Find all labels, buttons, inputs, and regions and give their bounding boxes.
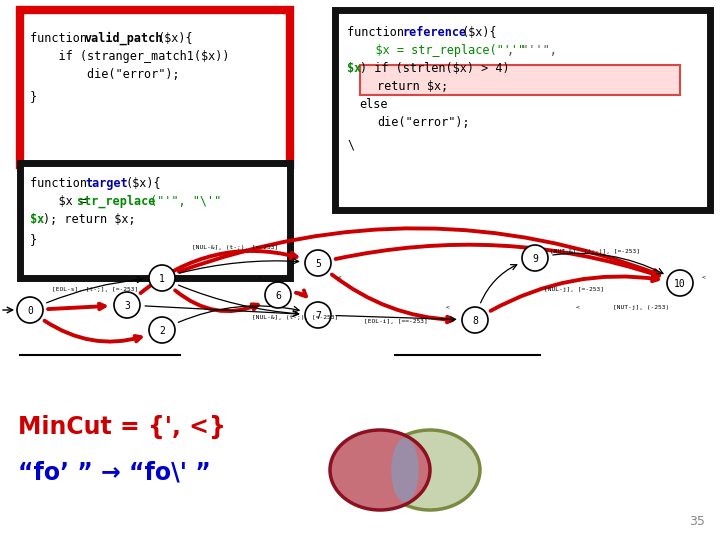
Text: ($x){: ($x){ — [462, 26, 498, 39]
Text: 3: 3 — [124, 301, 130, 311]
Circle shape — [305, 250, 331, 276]
Text: ("'", "\'": ("'", "\'" — [150, 195, 221, 208]
Text: function: function — [30, 32, 94, 45]
Text: [NUT-j], (-253): [NUT-j], (-253) — [613, 306, 669, 310]
Text: [EOL-i], [==-253]: [EOL-i], [==-253] — [364, 320, 428, 325]
FancyBboxPatch shape — [360, 65, 680, 95]
Text: valid_patch: valid_patch — [85, 32, 163, 45]
Circle shape — [114, 292, 140, 318]
Ellipse shape — [391, 438, 419, 502]
Text: }: } — [30, 90, 37, 103]
Text: reference: reference — [402, 26, 466, 39]
Text: 2: 2 — [159, 326, 165, 336]
Text: 0: 0 — [27, 306, 33, 316]
Circle shape — [305, 302, 331, 328]
Text: else: else — [359, 98, 387, 111]
Text: $x: $x — [347, 62, 361, 75]
Ellipse shape — [330, 430, 430, 510]
Text: 7: 7 — [315, 311, 321, 321]
Text: }: } — [30, 233, 37, 246]
Text: ($x){: ($x){ — [125, 177, 161, 190]
Ellipse shape — [380, 430, 480, 510]
Circle shape — [17, 297, 43, 323]
Text: <: < — [702, 275, 706, 280]
Text: <: < — [446, 306, 450, 310]
Text: [NUL-&], (t-;), [=-253]: [NUL-&], (t-;), [=-253] — [252, 315, 338, 321]
FancyBboxPatch shape — [335, 10, 710, 210]
Text: 8: 8 — [472, 316, 478, 326]
Circle shape — [265, 282, 291, 308]
Text: function: function — [30, 177, 94, 190]
Text: 10: 10 — [674, 279, 686, 289]
Text: if (stranger_match1($x)): if (stranger_match1($x)) — [30, 50, 230, 63]
FancyBboxPatch shape — [20, 10, 290, 165]
Circle shape — [522, 245, 548, 271]
Text: 1: 1 — [159, 274, 165, 284]
Text: 9: 9 — [532, 254, 538, 264]
Text: $x =: $x = — [30, 195, 94, 208]
Text: ) if (strlen($x) > 4): ) if (strlen($x) > 4) — [360, 62, 510, 75]
Text: <: < — [576, 306, 580, 310]
Text: die("error");: die("error"); — [30, 68, 179, 81]
Text: “fo’ ” → “fo\' ”: “fo’ ” → “fo\' ” — [18, 460, 211, 484]
Text: 35: 35 — [689, 515, 705, 528]
Text: ($x){: ($x){ — [158, 32, 194, 45]
Text: \: \ — [347, 138, 354, 151]
Text: return $x;: return $x; — [377, 80, 449, 93]
Text: ); return $x;: ); return $x; — [43, 213, 135, 226]
Text: [NUL-j], [=-253]: [NUL-j], [=-253] — [544, 287, 604, 293]
Text: [NUL-&], (t-;), [=-253]: [NUL-&], (t-;), [=-253] — [192, 246, 278, 251]
Text: str_replace: str_replace — [77, 195, 156, 208]
Text: [NUT-&], [(;-)], [=-253]: [NUT-&], [(;-)], [=-253] — [550, 249, 640, 254]
Text: MinCut = {', <}: MinCut = {', <} — [18, 415, 226, 439]
Text: 6: 6 — [275, 291, 281, 301]
Text: [EOL-s], [t-;], [=-253]: [EOL-s], [t-;], [=-253] — [52, 287, 138, 293]
Text: target: target — [85, 177, 127, 190]
Circle shape — [462, 307, 488, 333]
Circle shape — [667, 270, 693, 296]
Text: <: < — [338, 275, 342, 280]
Text: $x = str_replace("''": $x = str_replace("''" — [347, 44, 525, 57]
FancyBboxPatch shape — [20, 163, 290, 278]
Text: , "''",: , "''", — [507, 44, 557, 57]
Circle shape — [149, 265, 175, 291]
Text: die("error");: die("error"); — [377, 116, 469, 129]
Text: $x: $x — [30, 213, 44, 226]
Text: function: function — [347, 26, 411, 39]
Circle shape — [149, 317, 175, 343]
Text: <: < — [258, 275, 262, 280]
Text: 5: 5 — [315, 259, 321, 269]
